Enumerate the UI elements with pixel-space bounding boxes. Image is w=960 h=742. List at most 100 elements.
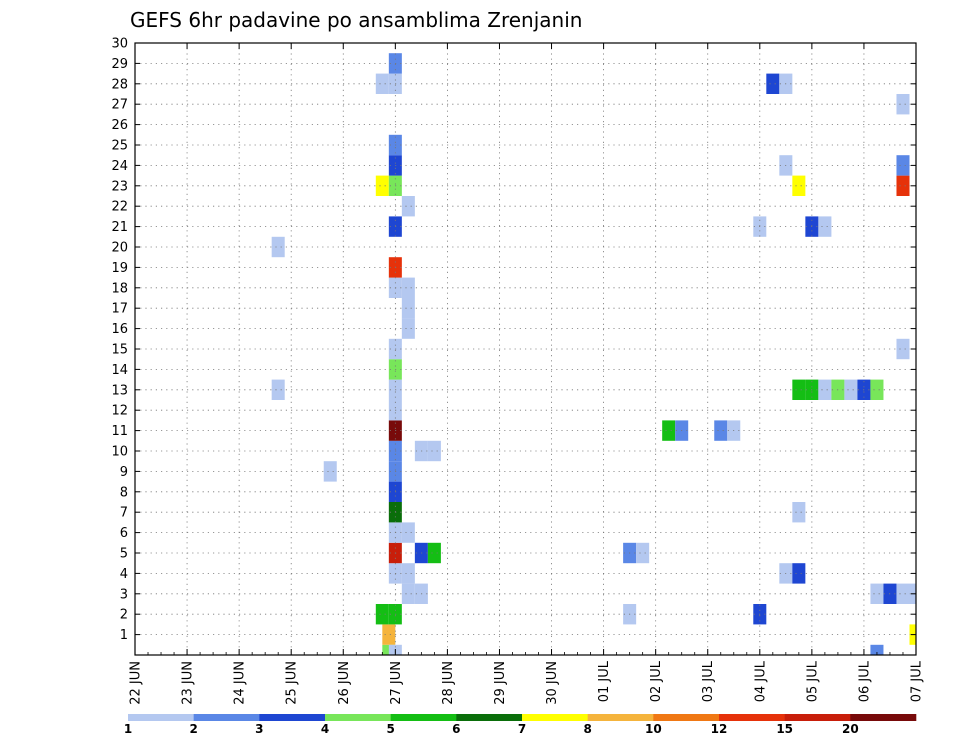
x-tick-label: 07 JUL	[910, 660, 925, 702]
heatmap-cell	[896, 94, 910, 115]
colorbar-swatch	[850, 714, 917, 721]
y-tick-label: 30	[111, 37, 128, 52]
colorbar-swatch	[259, 714, 326, 721]
y-tick-label: 7	[120, 506, 128, 521]
colorbar-swatch	[522, 714, 588, 721]
y-tick-label: 21	[111, 220, 128, 235]
y-tick-label: 25	[111, 139, 128, 154]
heatmap-cell	[401, 277, 415, 298]
y-tick-label: 29	[111, 57, 128, 72]
y-tick-label: 4	[120, 567, 128, 582]
y-tick-label: 13	[111, 383, 128, 398]
x-tick-label: 26 JUN	[337, 661, 352, 705]
y-tick-label: 19	[111, 261, 128, 276]
y-tick-label: 10	[111, 445, 128, 460]
colorbar-swatch	[719, 714, 785, 721]
heatmap-cell	[401, 563, 415, 584]
colorbar-label: 2	[189, 722, 197, 736]
y-tick-label: 23	[111, 179, 128, 194]
y-tick-label: 28	[111, 77, 128, 92]
heatmap-cell	[271, 379, 285, 400]
x-tick-label: 30 JUN	[545, 661, 560, 705]
x-tick-label: 28 JUN	[441, 661, 456, 705]
colorbar-label: 1	[124, 722, 132, 736]
x-tick-label: 02 JUL	[649, 660, 664, 702]
heatmap-cell	[323, 461, 337, 482]
heatmap-cell	[896, 155, 910, 176]
heatmap-cell	[401, 583, 415, 604]
heatmap-cell	[896, 583, 910, 604]
x-tick-label: 23 JUN	[181, 661, 196, 705]
y-tick-label: 3	[120, 587, 128, 602]
y-tick-label: 17	[111, 302, 128, 317]
x-tick-label: 04 JUL	[753, 660, 768, 702]
x-tick-label: 27 JUN	[389, 661, 404, 705]
heatmap-cell	[870, 583, 884, 604]
heatmap-cell	[401, 298, 415, 319]
y-tick-label: 2	[120, 608, 128, 623]
colorbar-swatch	[653, 714, 720, 721]
y-tick-label: 11	[111, 424, 128, 439]
heatmap-cell	[792, 502, 806, 523]
colorbar-label: 3	[255, 722, 263, 736]
y-tick-label: 22	[111, 200, 128, 215]
colorbar-label: 10	[645, 722, 662, 736]
x-tick-label: 06 JUL	[857, 660, 872, 702]
heatmap-cell	[271, 236, 285, 258]
colorbar-swatch	[390, 714, 457, 721]
heatmap-cell	[427, 440, 441, 462]
colorbar-swatch	[784, 714, 851, 721]
x-tick-label: 03 JUL	[701, 660, 716, 702]
heatmap-cell	[427, 542, 441, 564]
colorbar-label: 15	[776, 722, 793, 736]
y-tick-label: 8	[120, 485, 128, 500]
heatmap-cell	[662, 420, 676, 441]
heatmap-cell	[375, 604, 389, 625]
x-tick-label: 05 JUL	[805, 660, 820, 702]
y-tick-label: 16	[111, 322, 128, 337]
heatmap-cell	[401, 196, 415, 217]
colorbar: 1 2 3 4 5 6 7 8 10 12 15 20	[124, 714, 917, 736]
y-tick-label: 5	[120, 547, 128, 562]
heatmap-cells	[271, 53, 916, 655]
gridlines	[135, 43, 916, 655]
colorbar-label: 8	[583, 722, 591, 736]
heatmap-cell	[636, 542, 650, 564]
x-tick-label: 24 JUN	[233, 661, 248, 705]
heatmap-cell	[896, 175, 910, 196]
heatmap-cell	[375, 73, 389, 94]
colorbar-label: 7	[518, 722, 526, 736]
colorbar-swatch	[128, 714, 194, 721]
colorbar-label: 6	[452, 722, 460, 736]
heatmap-cell	[766, 73, 780, 94]
x-tick-label: 22 JUN	[129, 661, 144, 705]
heatmap-cell	[375, 175, 389, 196]
y-tick-label: 6	[120, 526, 128, 541]
x-tick-label: 29 JUN	[493, 661, 508, 705]
y-tick-label: 14	[111, 363, 128, 378]
y-tick-label: 27	[111, 98, 128, 113]
colorbar-swatch	[325, 714, 391, 721]
x-axis-ticks: 22 JUN 23 JUN 24 JUN 25 JUN 26 JUN 27 JUN 28 J…	[129, 43, 925, 705]
y-tick-label: 24	[111, 159, 128, 174]
colorbar-swatch	[456, 714, 523, 721]
chart-title: GEFS 6hr padavine po ansamblima Zrenjani…	[130, 8, 582, 32]
y-tick-label: 18	[111, 281, 128, 296]
heatmap-cell	[818, 216, 832, 237]
y-tick-label: 26	[111, 118, 128, 133]
heatmap-cell	[792, 563, 806, 584]
y-tick-label: 12	[111, 404, 128, 419]
heatmap-cell	[844, 379, 858, 400]
heatmap-cell	[714, 420, 728, 441]
y-axis-ticks: 1234567891011121314151617181920212223242…	[111, 37, 916, 643]
heatmap-cell	[870, 644, 884, 655]
y-tick-label: 15	[111, 343, 128, 358]
heatmap-cell	[382, 624, 396, 645]
colorbar-swatch	[193, 714, 260, 721]
heatmap-cell	[870, 379, 884, 400]
heatmap-cell	[818, 379, 832, 400]
y-tick-label: 9	[120, 465, 128, 480]
heatmap-cell	[792, 175, 806, 196]
x-tick-label: 01 JUL	[597, 660, 612, 702]
